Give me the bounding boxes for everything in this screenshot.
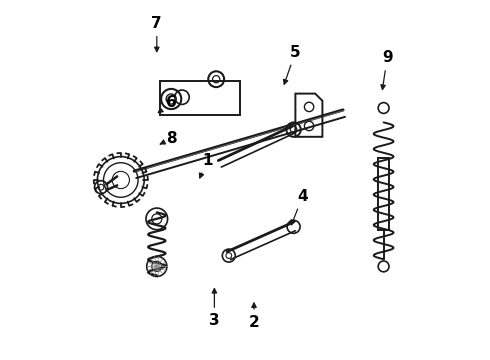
Text: 4: 4 bbox=[291, 189, 308, 225]
Text: 5: 5 bbox=[284, 45, 301, 84]
Text: 3: 3 bbox=[209, 289, 220, 328]
Bar bbox=[160, 81, 240, 115]
Text: 7: 7 bbox=[151, 16, 162, 51]
Text: 8: 8 bbox=[160, 131, 176, 146]
Text: 2: 2 bbox=[248, 303, 259, 330]
Text: 1: 1 bbox=[199, 153, 213, 178]
Text: 9: 9 bbox=[381, 50, 392, 90]
Bar bbox=[378, 158, 389, 230]
Text: 6: 6 bbox=[158, 95, 176, 113]
